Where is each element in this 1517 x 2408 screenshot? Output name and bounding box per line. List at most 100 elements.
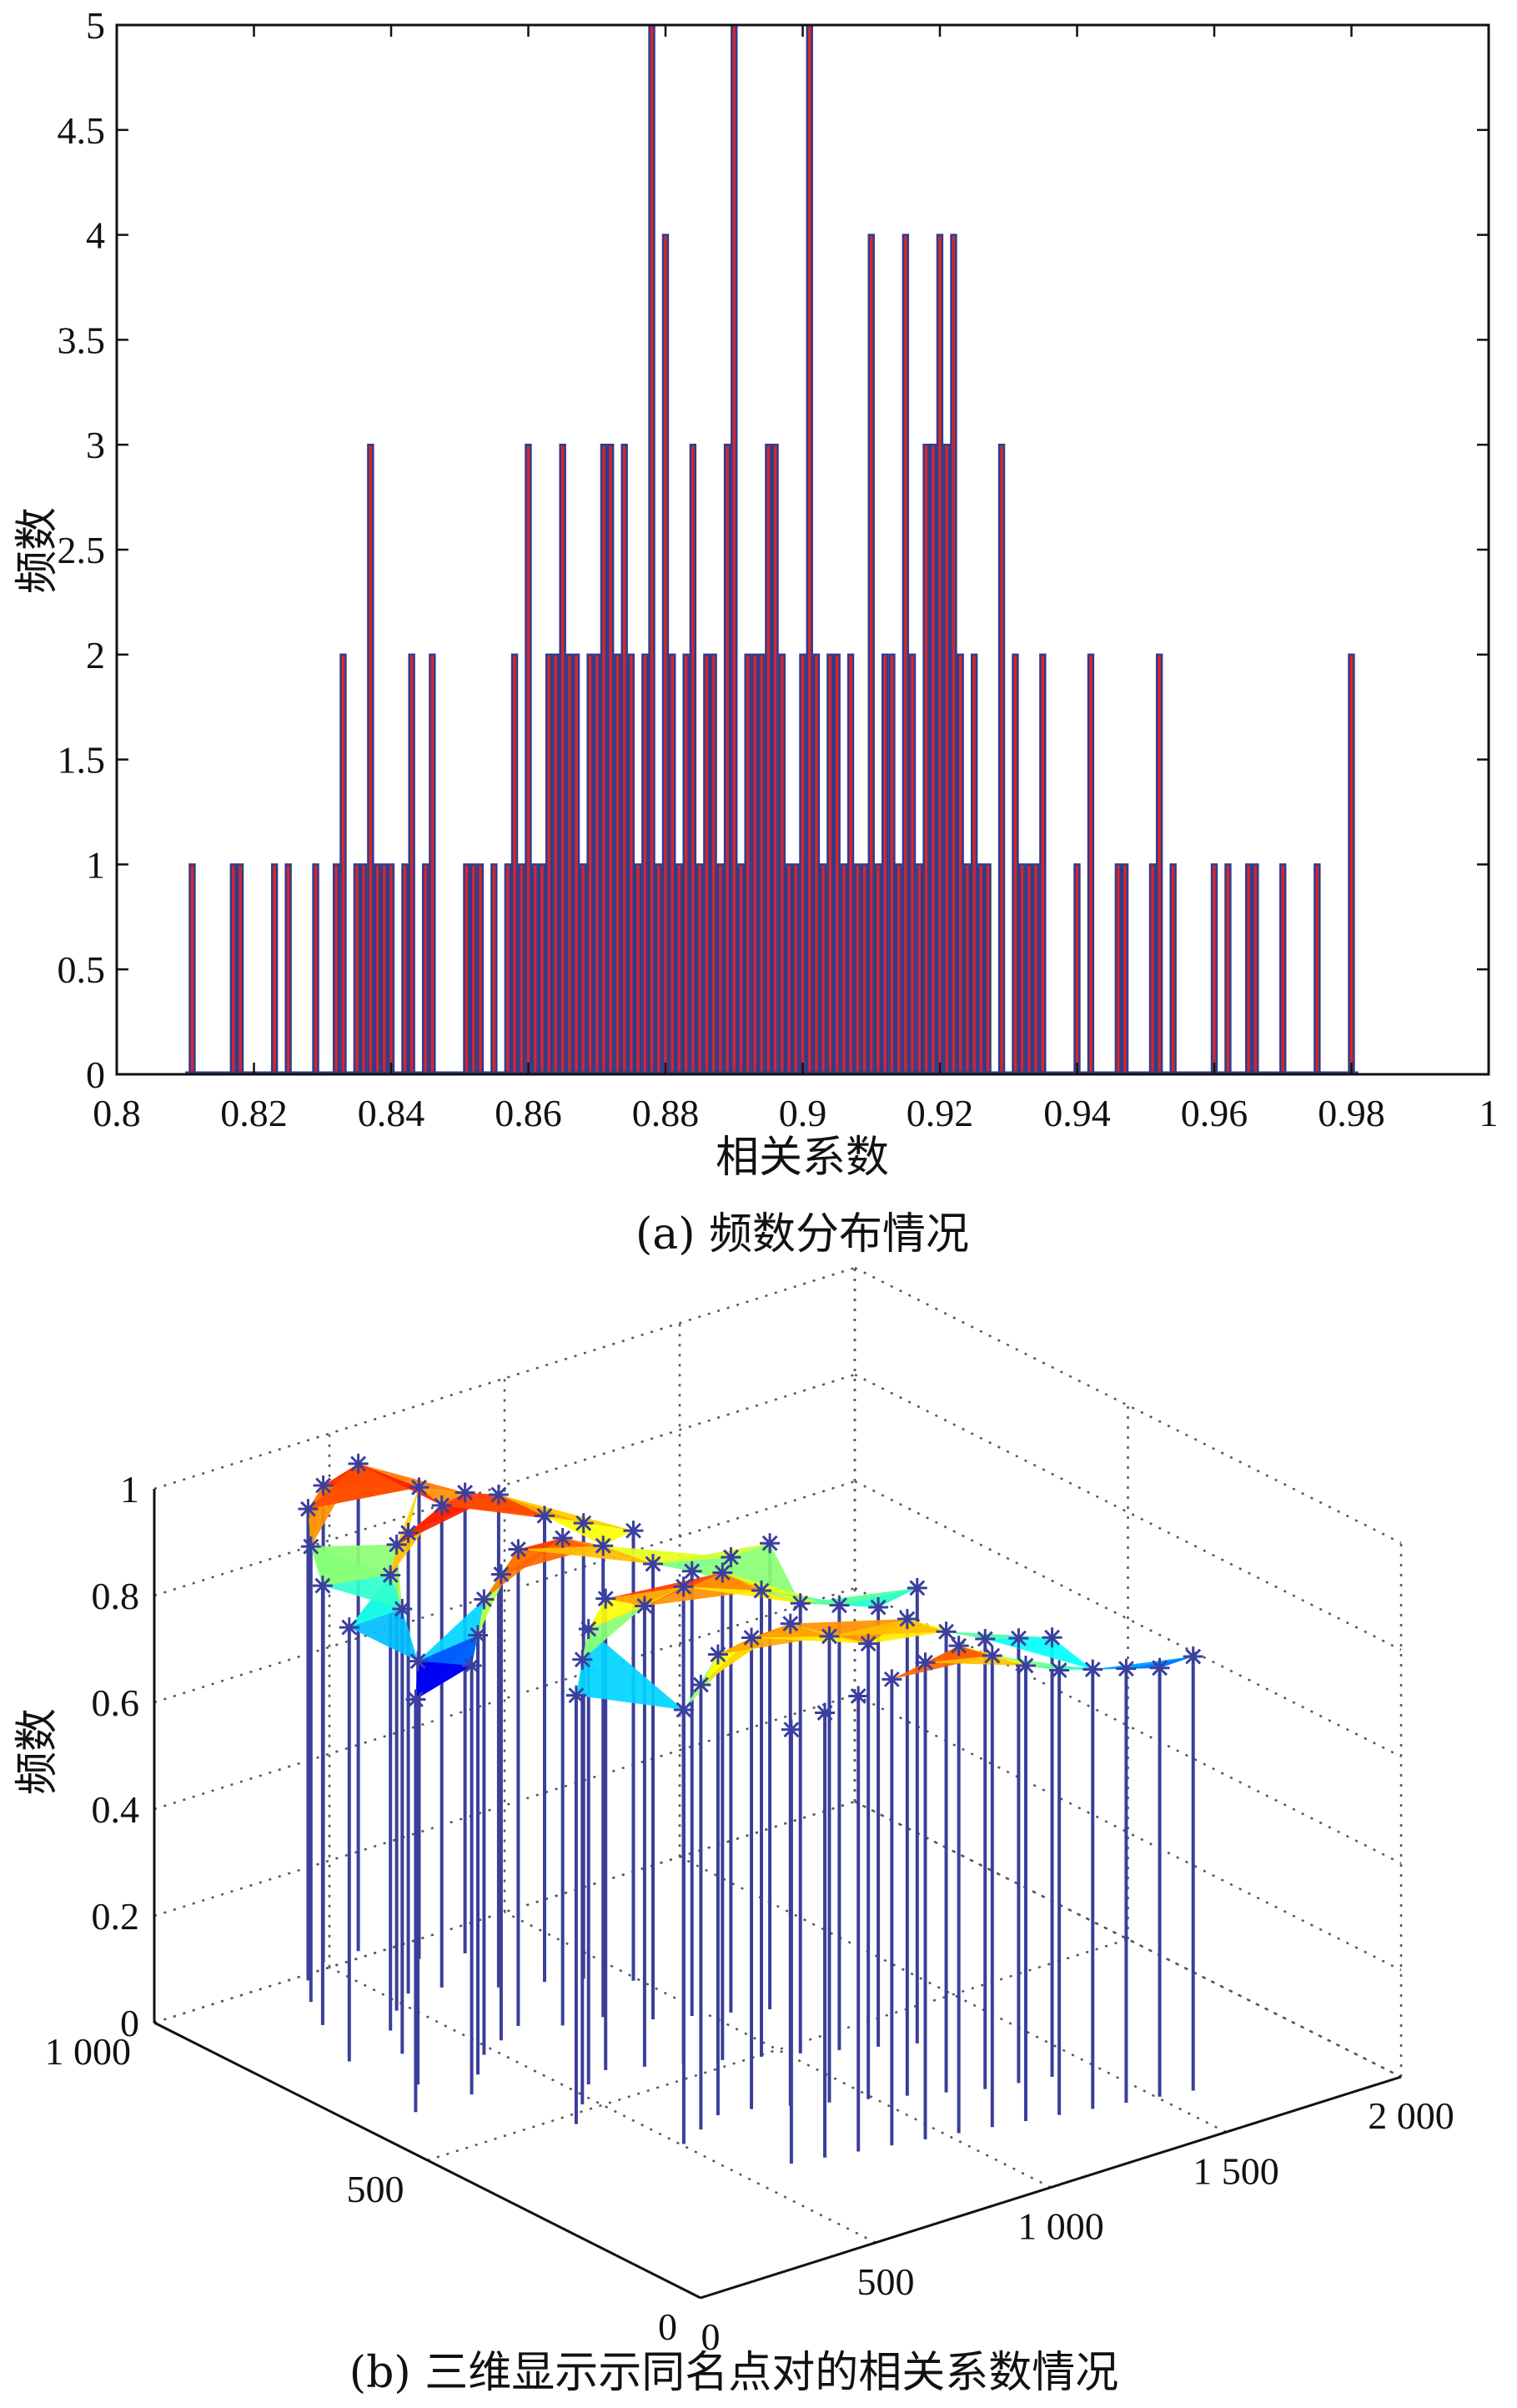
point-marker [1042, 1627, 1062, 1648]
point-marker [1116, 1658, 1137, 1679]
point-marker [508, 1539, 529, 1560]
point-marker [535, 1506, 555, 1526]
y3d-tick-label: 1 000 [45, 2030, 132, 2073]
surface-facet [310, 1544, 397, 1586]
surface-facet [829, 1619, 947, 1636]
grid-line [854, 1800, 1402, 2079]
point-marker [815, 1702, 836, 1723]
grid-line [153, 1480, 856, 1704]
point-marker [490, 1564, 511, 1585]
point-marker [741, 1627, 762, 1648]
surface-facet [396, 1495, 499, 1545]
x3d-tick-label: 1 000 [1017, 2205, 1104, 2248]
y3d-tick-label: 0 [658, 2305, 677, 2348]
x-tick-label: 0.88 [632, 1092, 700, 1134]
surface-facet [717, 1623, 830, 1655]
grid-line [679, 1856, 1227, 2134]
point-marker [751, 1581, 771, 1601]
surface-facet [478, 1549, 519, 1636]
point-marker [691, 1674, 711, 1695]
surface-facet [518, 1546, 653, 1564]
y-tick-label: 0.5 [58, 948, 106, 991]
point-marker [915, 1652, 936, 1673]
x-axis-line [700, 2075, 1402, 2300]
y-tick-label: 3 [86, 424, 105, 466]
point-marker [461, 1656, 482, 1677]
point-marker [868, 1597, 889, 1618]
surface-facet [683, 1586, 801, 1604]
point-marker [339, 1617, 359, 1638]
y-tick-label: 3.5 [58, 319, 106, 361]
point-marker [468, 1625, 488, 1646]
point-marker [975, 1629, 996, 1650]
point-marker [408, 1651, 429, 1672]
y-tick-label: 0 [86, 1053, 105, 1096]
grid-line [854, 1480, 1402, 1758]
point-marker [643, 1554, 663, 1574]
point-marker [882, 1669, 902, 1690]
y-tick-marks: 0 0.5 1 1.5 2 2.5 3 3.5 4 4.5 5 [58, 4, 1489, 1096]
x3d-tick-label: 500 [857, 2260, 915, 2303]
y-tick-label: 1 [86, 843, 105, 886]
point-marker [781, 1719, 801, 1740]
point-marker [819, 1626, 840, 1646]
z-tick-label: 0 [120, 2002, 139, 2044]
surface-facet [418, 1599, 485, 1661]
surface-facet [349, 1575, 419, 1661]
surface-facet [418, 1635, 478, 1666]
x-tick-label: 0.82 [220, 1092, 288, 1134]
grid-line [854, 1266, 1402, 1545]
surface-facet [588, 1586, 684, 1630]
point-marker [673, 1576, 694, 1597]
x3d-tick-label: 1 500 [1193, 2149, 1279, 2192]
surface-facet [992, 1656, 1093, 1671]
point-marker [780, 1613, 801, 1634]
y-tick-label: 4.5 [58, 109, 106, 152]
surface-facet [800, 1587, 917, 1606]
z-axis-label: 频数 [13, 1708, 63, 1795]
y-tick-label: 1.5 [58, 739, 106, 782]
point-marker [760, 1533, 781, 1554]
point-marker [431, 1495, 452, 1516]
point-marker [572, 1649, 593, 1670]
point-marker [455, 1482, 475, 1503]
point-marker [673, 1699, 694, 1720]
grid-line [153, 1266, 856, 1491]
surface-facet [605, 1572, 723, 1599]
point-marker [573, 1513, 594, 1534]
z-tick-label: 0.6 [92, 1682, 140, 1724]
point-marker [474, 1589, 495, 1610]
surface-facet [498, 1495, 634, 1531]
point-marker [681, 1561, 702, 1581]
x-tick-label: 0.92 [907, 1092, 974, 1134]
z-tick-label: 0.2 [92, 1895, 140, 1938]
x-tick-label: 0.94 [1043, 1092, 1111, 1134]
grid-line [153, 1373, 856, 1597]
x3d-tick-label: 2 000 [1368, 2094, 1454, 2137]
surface-facet [582, 1606, 645, 1660]
grid-line [427, 1938, 1128, 2162]
point-marker [409, 1477, 429, 1498]
x-tick-label: 0.98 [1318, 1092, 1385, 1134]
y-axis-label: 频数 [13, 507, 63, 594]
grid-line [504, 1911, 1052, 2189]
surface-facet [308, 1463, 419, 1510]
point-marker [1015, 1655, 1036, 1676]
surface-facet [791, 1679, 892, 1730]
chart-b-caption: (b) 三维显示示同名点对的相关系数情况 [349, 2348, 1118, 2398]
x-tick-label: 0.9 [779, 1092, 827, 1134]
point-marker [907, 1577, 927, 1598]
grid-line [329, 1966, 877, 2244]
point-marker [348, 1453, 369, 1474]
point-marker [313, 1475, 334, 1496]
point-marker [552, 1527, 573, 1548]
y-tick-label: 4 [86, 214, 105, 257]
x-tick-marks: 0.8 0.82 0.84 0.86 0.88 0.9 0.92 0.94 0.96 0.98 1 [93, 25, 1499, 1134]
point-marker [707, 1644, 728, 1665]
point-marker [790, 1593, 811, 1614]
surface-facet [1093, 1656, 1193, 1670]
y-tick-label: 2.5 [58, 529, 106, 571]
point-marker [1149, 1657, 1170, 1678]
point-marker [829, 1595, 850, 1616]
